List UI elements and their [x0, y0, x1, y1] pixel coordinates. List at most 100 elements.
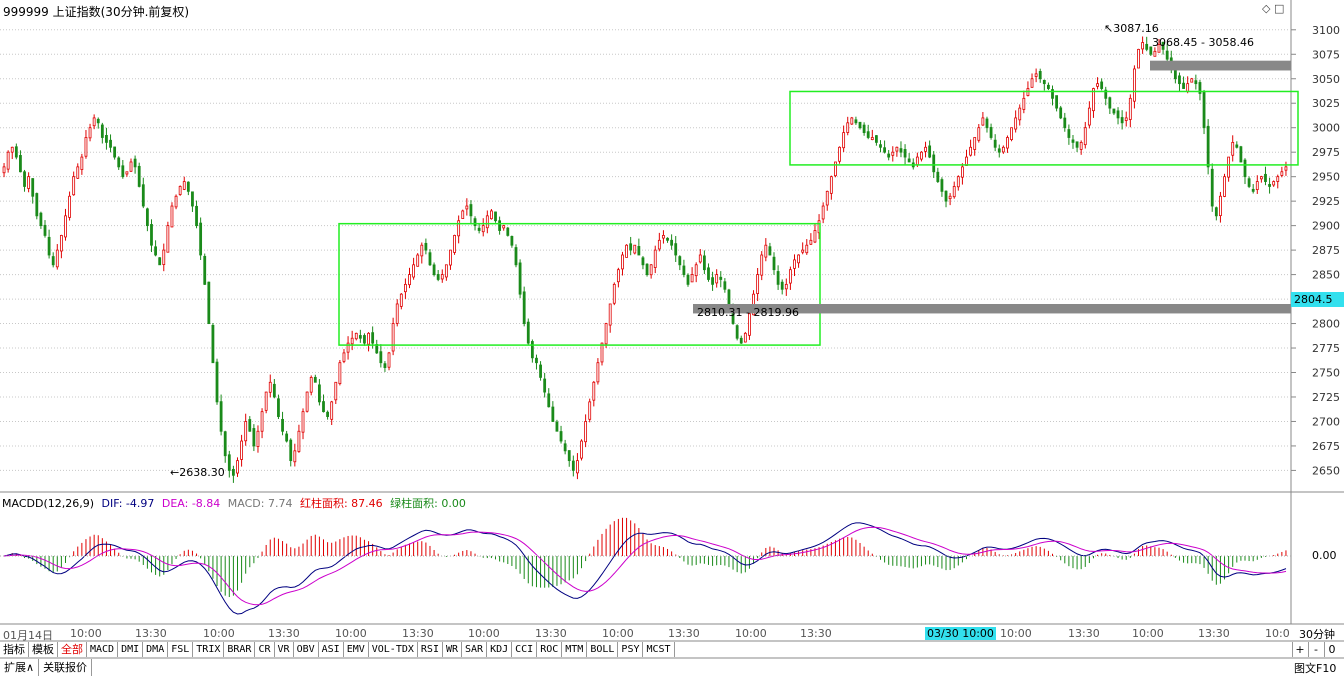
view-toggle-icons[interactable]: ◇ □	[1262, 2, 1284, 15]
f10-button[interactable]: 图文F10	[1294, 662, 1337, 675]
indicator-tab[interactable]: BRAR	[224, 642, 256, 657]
price-tick-label: 3025	[1312, 97, 1340, 110]
candle-body	[1051, 89, 1054, 99]
candle-body	[444, 264, 448, 278]
candle-body	[473, 218, 477, 227]
candle-body	[653, 249, 657, 268]
zoom-in-button[interactable]: +	[1292, 642, 1307, 657]
candle-body	[993, 139, 997, 148]
time-axis-label: 10:00	[203, 627, 235, 640]
expand-button[interactable]: 扩展∧	[0, 659, 40, 676]
candle-body	[92, 117, 96, 127]
price-tick-label: 2725	[1312, 391, 1340, 404]
price-gridlines	[0, 29, 1291, 471]
candle-body	[240, 440, 243, 460]
candle-body	[6, 151, 10, 170]
diamond-icon[interactable]: ◇	[1262, 2, 1271, 15]
candle-body	[1259, 176, 1263, 180]
indicator-tab[interactable]: ROC	[537, 642, 563, 657]
indicator-tab[interactable]: BOLL	[587, 642, 619, 657]
indicator-tabbar: 指标 模板 全部 MACD DMI DMA FSL TRIX BRAR CR VR OBV ASI EMV…	[0, 642, 675, 658]
candle-body	[1120, 117, 1124, 124]
zoom-out-button[interactable]: -	[1308, 642, 1323, 657]
candle-body	[977, 127, 981, 141]
candle-body	[1194, 80, 1198, 85]
indicator-tab[interactable]: WR	[443, 642, 463, 657]
candle-body	[985, 118, 989, 129]
candle-body	[1268, 183, 1271, 187]
indicator-tab[interactable]: OBV	[294, 642, 319, 657]
indicator-tab[interactable]: TRIX	[193, 642, 225, 657]
candle-body	[1063, 117, 1067, 129]
candle-body	[592, 381, 596, 401]
candle-body	[436, 274, 440, 280]
candle-body	[1223, 176, 1226, 197]
time-axis-label: 13:30	[1198, 627, 1230, 640]
indicator-tab[interactable]: DMI	[118, 642, 144, 657]
square-icon[interactable]: □	[1273, 2, 1285, 15]
candle-body	[227, 454, 231, 471]
candle-body	[756, 274, 760, 294]
price-tick-label: 2850	[1312, 269, 1340, 282]
candle-body	[694, 264, 698, 277]
candle-body	[1047, 84, 1050, 89]
candle-body	[797, 254, 800, 264]
candle-body	[55, 249, 59, 268]
indicator-tab[interactable]: MCST	[643, 642, 675, 657]
candle-body	[408, 274, 411, 286]
candle-body	[645, 263, 649, 275]
price-tick-label: 2975	[1312, 146, 1340, 159]
indicator-tab[interactable]: EMV	[344, 642, 369, 657]
candle-body	[1178, 75, 1181, 85]
indicator-tab[interactable]: MACD	[87, 642, 119, 657]
candle-body	[555, 421, 559, 432]
candle-body	[559, 431, 563, 442]
indicator-tab[interactable]: FSL	[168, 642, 194, 657]
indicator-tab[interactable]: VR	[275, 642, 294, 657]
indicator-tab[interactable]: ASI	[319, 642, 344, 657]
indicator-tab[interactable]: VOL-TDX	[369, 642, 418, 657]
candle-body	[1124, 117, 1128, 121]
indicator-tab[interactable]: CCI	[512, 642, 538, 657]
time-axis-label: 13:30	[800, 627, 832, 640]
candle-body	[170, 205, 174, 228]
indicator-tab[interactable]: DMA	[143, 642, 169, 657]
candle-body	[264, 391, 268, 411]
candle-body	[899, 148, 903, 153]
period-selector[interactable]: 30分钟	[1299, 628, 1335, 641]
indicator-tab[interactable]: MTM	[562, 642, 588, 657]
indicator-tab[interactable]: SAR	[462, 642, 488, 657]
time-axis-label: 10:00	[70, 627, 102, 640]
candle-body	[567, 450, 571, 462]
candle-body	[211, 324, 215, 364]
candle-body	[498, 220, 502, 231]
candle-body	[244, 421, 248, 442]
candle-body	[330, 401, 334, 420]
candle-body	[432, 264, 436, 275]
candle-body	[281, 418, 284, 432]
candle-body	[412, 264, 416, 278]
candle-body	[1210, 168, 1214, 207]
indicator-tab[interactable]: 全部	[58, 642, 87, 657]
indicator-tab[interactable]: 指标	[0, 642, 29, 657]
time-axis-label: 03/30 10:00	[925, 627, 996, 640]
reset-button[interactable]: 0	[1324, 642, 1339, 657]
range-box	[338, 222, 821, 346]
candle-body	[956, 176, 960, 188]
candle-body	[1059, 107, 1063, 119]
candle-body	[1087, 107, 1091, 126]
macd-header: MACDD(12,26,9) DIF: -4.97 DEA: -8.84 MAC…	[2, 495, 470, 511]
indicator-tab[interactable]: RSI	[418, 642, 443, 657]
indicator-tab[interactable]: KDJ	[487, 642, 513, 657]
indicator-tab[interactable]: CR	[255, 642, 275, 657]
candle-body	[59, 235, 63, 252]
candle-body	[383, 363, 387, 369]
related-quotes-button[interactable]: 关联报价	[39, 659, 93, 676]
candle-body	[539, 364, 542, 378]
candle-body	[203, 255, 207, 285]
indicator-tab[interactable]: 模板	[29, 642, 58, 657]
candle-body	[825, 190, 829, 206]
chart-title: 999999 上证指数(30分钟.前复权)	[3, 5, 190, 19]
candle-body	[346, 342, 350, 353]
indicator-tab[interactable]: PSY	[618, 642, 644, 657]
